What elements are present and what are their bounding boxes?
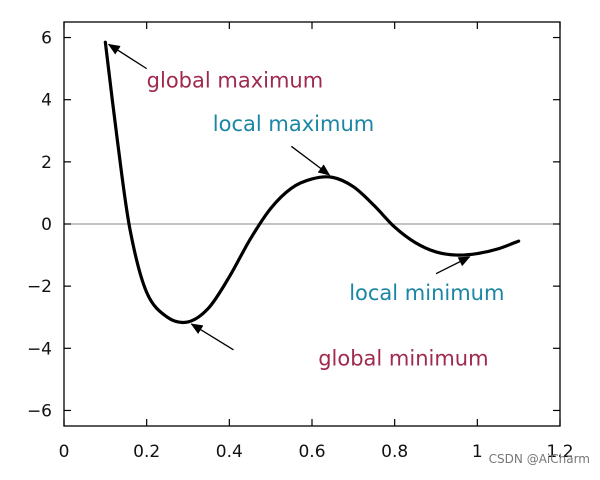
annotation-label: local minimum [349,281,504,305]
x-tick-label: 0.2 [133,442,160,462]
series-line [103,40,521,325]
y-tick-label: 4 [41,91,52,111]
y-tick-label: −6 [27,401,52,421]
watermark: CSDN @AiCharm [488,452,590,466]
x-tick-label: 1 [472,442,483,462]
annotation-label: global minimum [318,346,488,370]
y-tick-label: −2 [27,277,52,297]
annotation-arrow [290,145,331,176]
annotation-arrow [107,43,148,70]
annotation-label: local maximum [213,112,374,136]
annotation-arrow [435,256,471,275]
x-tick-label: 0.8 [381,442,408,462]
y-tick-label: −4 [27,339,52,359]
annotation-label: global maximum [147,68,324,92]
x-tick-label: 0.6 [298,442,325,462]
x-tick-label: 0 [59,442,70,462]
x-tick-label: 1.2 [546,442,573,462]
x-tick-label: 0.4 [216,442,243,462]
y-tick-label: 2 [41,153,52,173]
annotation-arrow [190,323,234,351]
y-tick-label: 6 [41,29,52,49]
y-tick-label: 0 [41,215,52,235]
